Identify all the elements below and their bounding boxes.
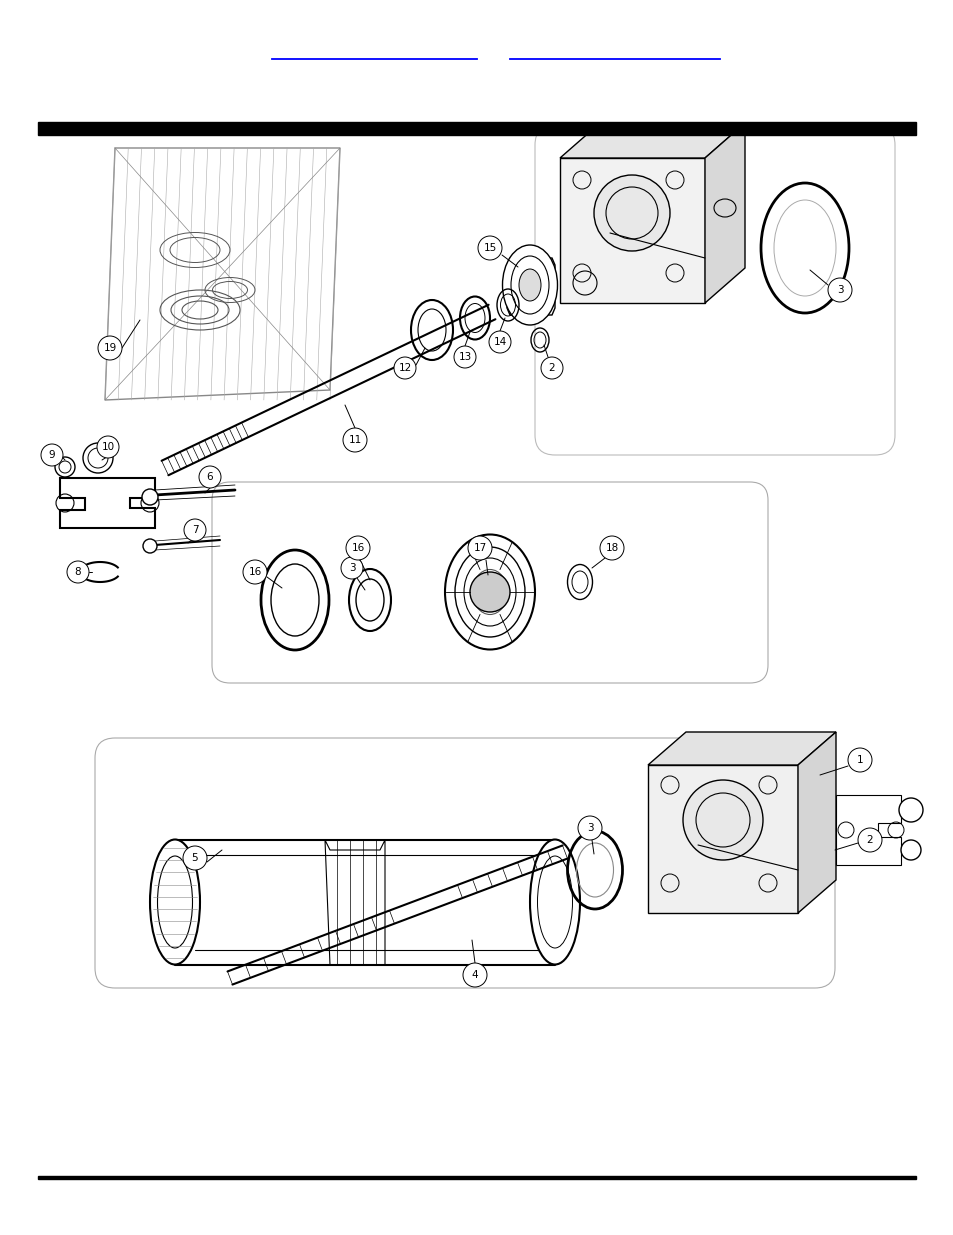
Circle shape xyxy=(41,445,63,466)
Circle shape xyxy=(847,748,871,772)
Text: 18: 18 xyxy=(605,543,618,553)
Polygon shape xyxy=(559,158,704,303)
Circle shape xyxy=(900,840,920,860)
Circle shape xyxy=(489,331,511,353)
Circle shape xyxy=(98,336,122,359)
Circle shape xyxy=(343,429,367,452)
Text: 11: 11 xyxy=(348,435,361,445)
Circle shape xyxy=(827,278,851,303)
Text: 5: 5 xyxy=(192,853,198,863)
Circle shape xyxy=(898,798,923,823)
Circle shape xyxy=(184,519,206,541)
Ellipse shape xyxy=(518,269,540,301)
Polygon shape xyxy=(797,732,835,913)
Polygon shape xyxy=(704,124,744,303)
Circle shape xyxy=(578,816,601,840)
Circle shape xyxy=(599,536,623,559)
Text: 16: 16 xyxy=(351,543,364,553)
Ellipse shape xyxy=(530,840,579,965)
Polygon shape xyxy=(835,795,900,864)
Text: 4: 4 xyxy=(471,969,477,981)
Text: 6: 6 xyxy=(207,472,213,482)
Circle shape xyxy=(243,559,267,584)
Circle shape xyxy=(183,846,207,869)
Text: 2: 2 xyxy=(865,835,872,845)
Circle shape xyxy=(346,536,370,559)
Circle shape xyxy=(454,346,476,368)
Text: 1: 1 xyxy=(856,755,862,764)
Circle shape xyxy=(594,175,669,251)
Ellipse shape xyxy=(511,256,548,314)
Circle shape xyxy=(142,489,158,505)
Text: 13: 13 xyxy=(457,352,471,362)
Polygon shape xyxy=(60,478,154,529)
Polygon shape xyxy=(647,764,797,913)
Circle shape xyxy=(394,357,416,379)
Polygon shape xyxy=(559,124,744,158)
Bar xyxy=(38,1176,915,1179)
Text: 19: 19 xyxy=(103,343,116,353)
Circle shape xyxy=(143,538,157,553)
Ellipse shape xyxy=(150,840,200,965)
Circle shape xyxy=(199,466,221,488)
Circle shape xyxy=(477,236,501,261)
Text: 14: 14 xyxy=(493,337,506,347)
Circle shape xyxy=(470,572,510,613)
Bar xyxy=(38,122,915,135)
Text: 15: 15 xyxy=(483,243,497,253)
Text: 8: 8 xyxy=(74,567,81,577)
Circle shape xyxy=(67,561,89,583)
Text: 3: 3 xyxy=(836,285,842,295)
Text: 7: 7 xyxy=(192,525,198,535)
Polygon shape xyxy=(647,732,835,764)
Text: 16: 16 xyxy=(248,567,261,577)
Circle shape xyxy=(462,963,486,987)
Text: 9: 9 xyxy=(49,450,55,459)
Text: 2: 2 xyxy=(548,363,555,373)
Ellipse shape xyxy=(444,535,535,650)
Text: 3: 3 xyxy=(349,563,355,573)
Circle shape xyxy=(340,557,363,579)
Ellipse shape xyxy=(502,245,557,325)
Circle shape xyxy=(540,357,562,379)
Circle shape xyxy=(468,536,492,559)
Circle shape xyxy=(857,827,882,852)
Polygon shape xyxy=(506,258,555,315)
Text: 17: 17 xyxy=(473,543,486,553)
Circle shape xyxy=(682,781,762,860)
Text: 12: 12 xyxy=(398,363,411,373)
Circle shape xyxy=(83,443,112,473)
Text: 10: 10 xyxy=(101,442,114,452)
Text: 3: 3 xyxy=(586,823,593,832)
Circle shape xyxy=(97,436,119,458)
